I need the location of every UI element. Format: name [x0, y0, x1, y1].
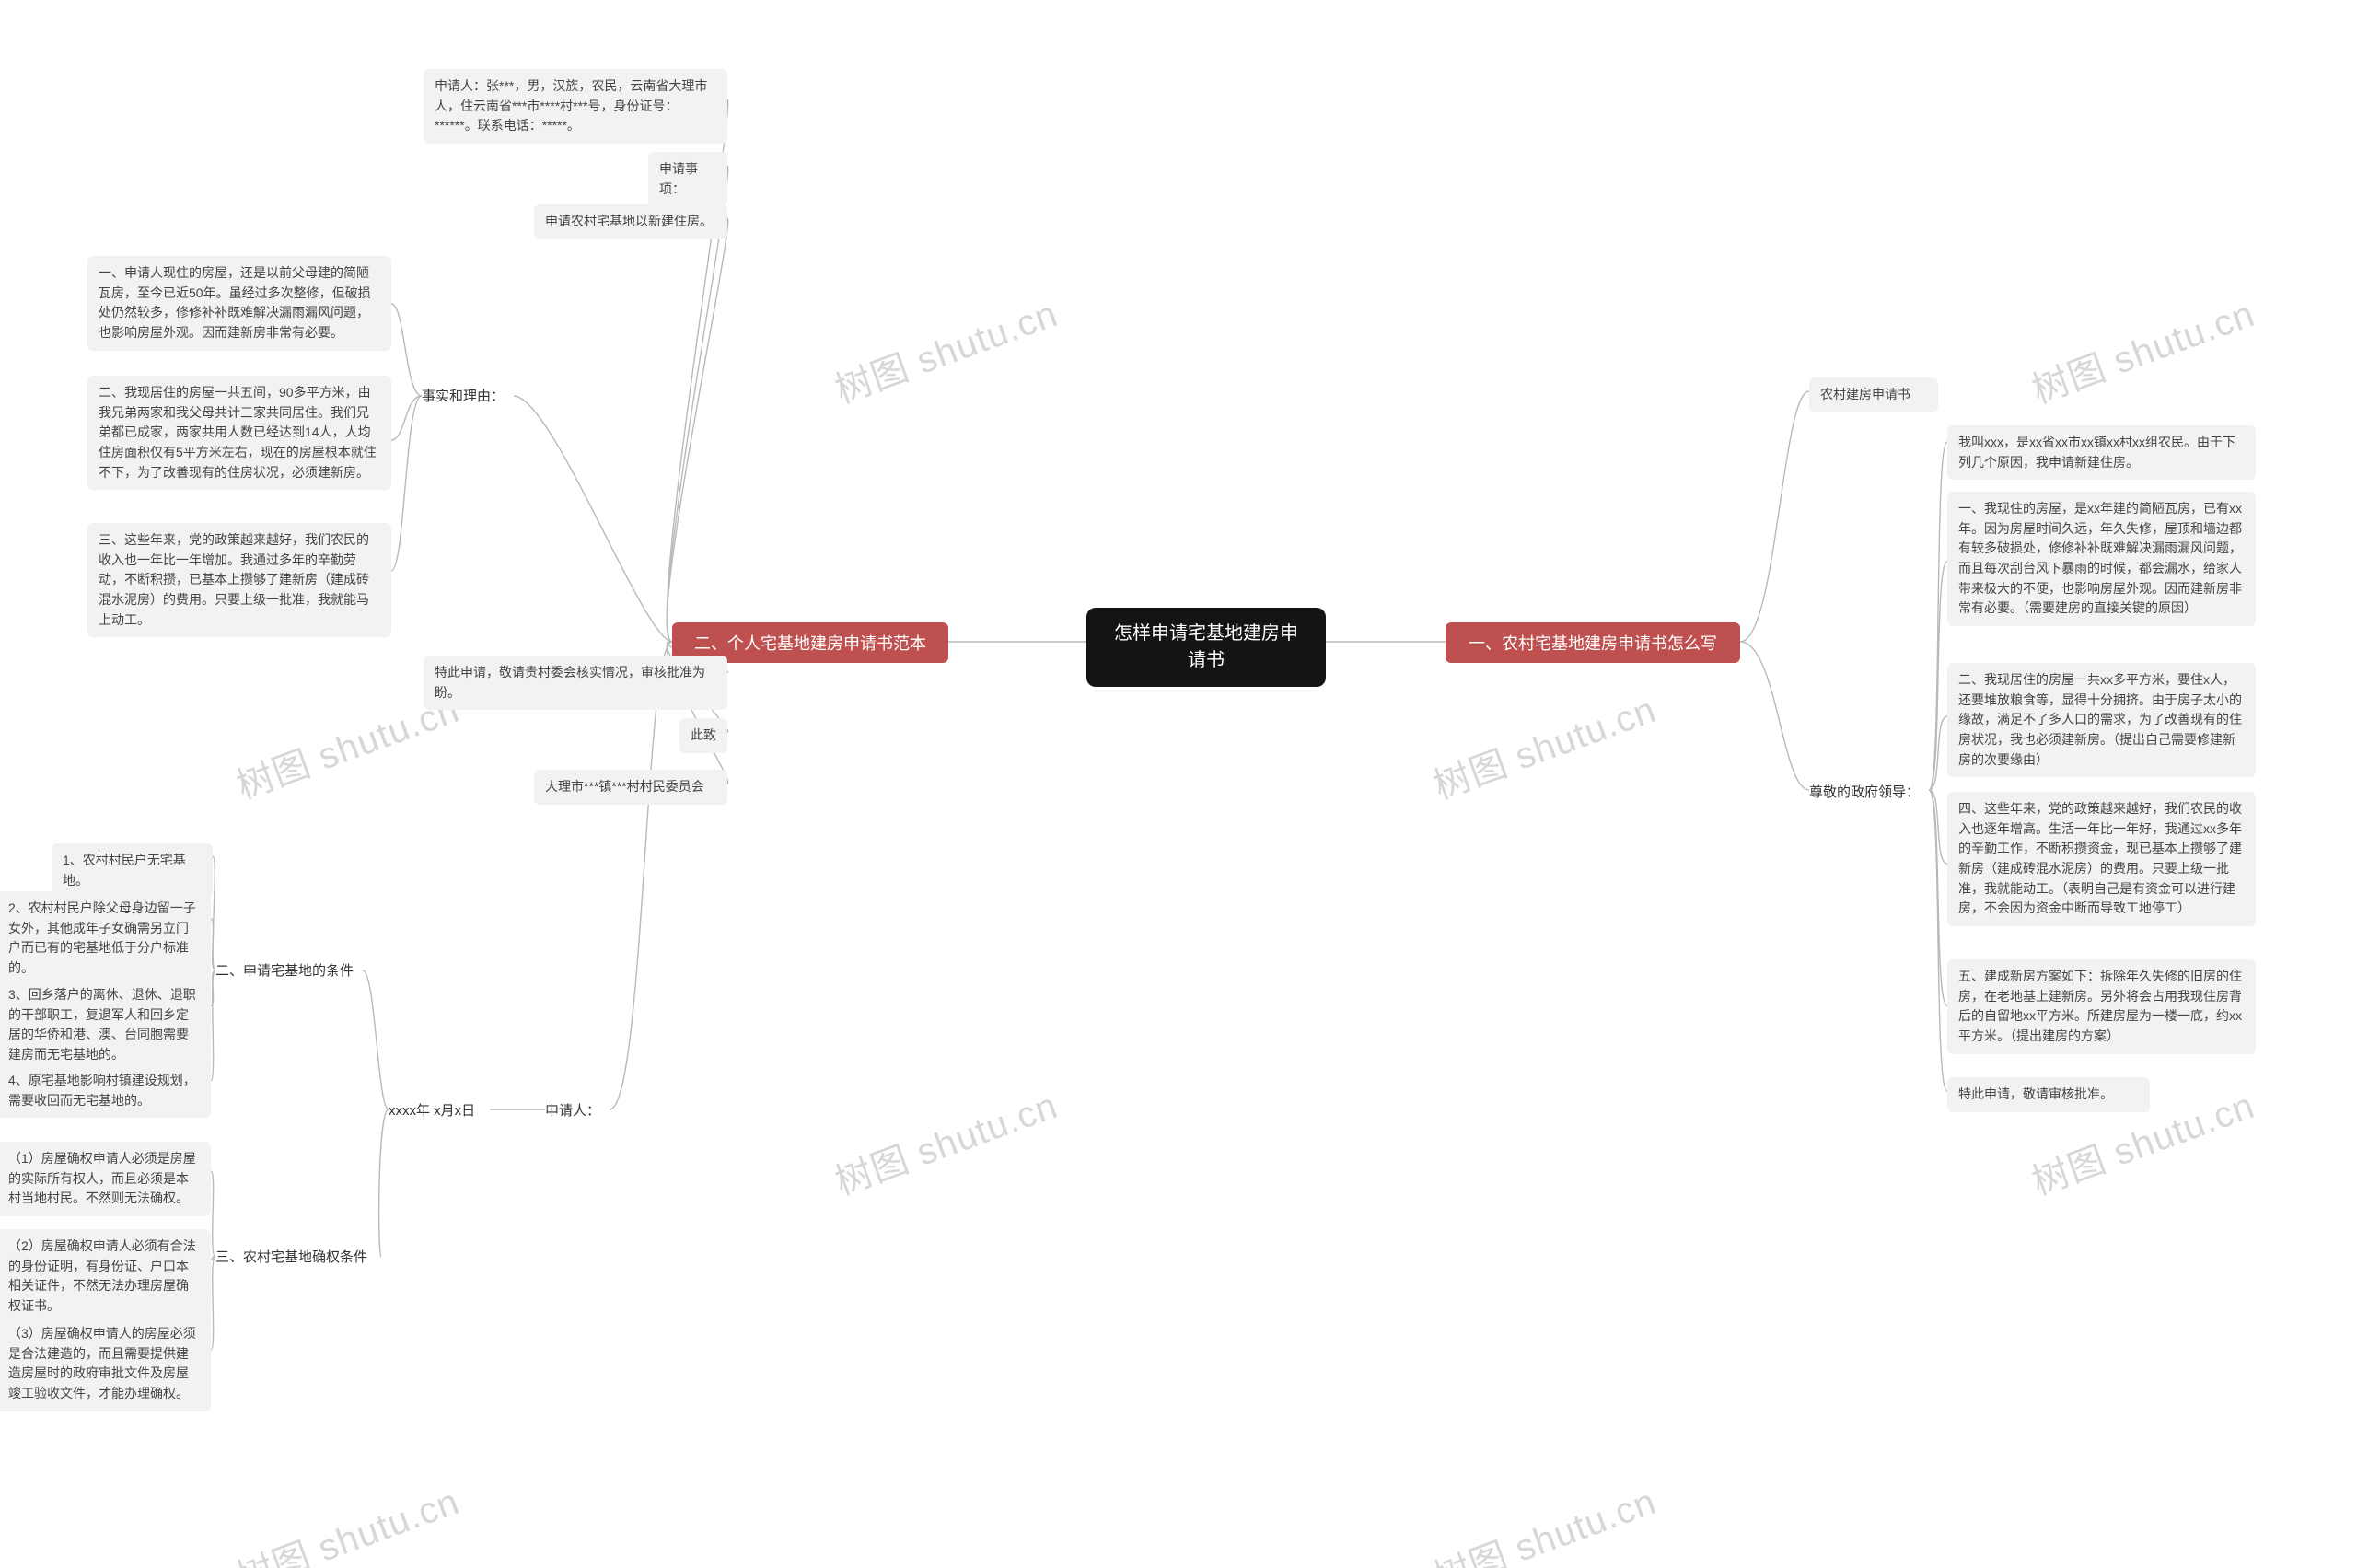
leaf-node: （1）房屋确权申请人必须是房屋的实际所有权人，而且必须是本村当地村民。不然则无法…	[0, 1142, 211, 1216]
leaf-node: 一、申请人现住的房屋，还是以前父母建的简陋瓦房，至今已近50年。虽经过多次整修，…	[87, 256, 391, 351]
sub-label: 事实和理由：	[422, 387, 514, 406]
leaf-node: 二、我现居住的房屋一共xx多平方米，要住x人，还要堆放粮食等，显得十分拥挤。由于…	[1947, 663, 2256, 777]
sub-label: 二、申请宅基地的条件	[215, 961, 363, 981]
leaf-node: 四、这些年来，党的政策越来越好，我们农民的收入也逐年增高。生活一年比一年好，我通…	[1947, 792, 2256, 926]
leaf-node: 此致	[679, 718, 727, 753]
sub-label: 尊敬的政府领导：	[1809, 783, 1929, 802]
leaf-node: 1、农村村民户无宅基地。	[52, 843, 213, 898]
leaf-node: 五、建成新房方案如下：拆除年久失修的旧房的住房，在老地基上建新房。另外将会占用我…	[1947, 959, 2256, 1054]
leaf-node: 特此申请，敬请贵村委会核实情况，审核批准为盼。	[424, 656, 727, 710]
leaf-node: 申请农村宅基地以新建住房。	[534, 204, 727, 239]
leaf-node: 三、这些年来，党的政策越来越好，我们农民的收入也一年比一年增加。我通过多年的辛勤…	[87, 523, 391, 637]
branch-right-1: 一、农村宅基地建房申请书怎么写	[1446, 622, 1740, 663]
leaf-node: 申请事项：	[648, 152, 727, 206]
leaf-node: 二、我现居住的房屋一共五间，90多平方米，由我兄弟两家和我父母共计三家共同居住。…	[87, 376, 391, 490]
watermark-text: 树图 shutu.cn	[2024, 284, 2261, 413]
leaf-node: 3、回乡落户的离休、退休、退职的干部职工，复退军人和回乡定居的华侨和港、澳、台同…	[0, 978, 211, 1073]
leaf-node: （2）房屋确权申请人必须有合法的身份证明，有身份证、户口本相关证件，不然无法办理…	[0, 1229, 211, 1324]
watermark-text: 树图 shutu.cn	[1425, 1471, 1663, 1568]
leaf-node: 2、农村村民户除父母身边留一子女外，其他成年子女确需另立门户而已有的宅基地低于分…	[0, 891, 211, 986]
sub-label: 申请人：	[545, 1101, 610, 1121]
sub-label: 三、农村宅基地确权条件	[215, 1248, 381, 1267]
leaf-node: 4、原宅基地影响村镇建设规划，需要收回而无宅基地的。	[0, 1063, 211, 1118]
leaf-node: 一、我现住的房屋，是xx年建的简陋瓦房，已有xx年。因为房屋时间久远，年久失修，…	[1947, 492, 2256, 626]
leaf-node: 我叫xxx，是xx省xx市xx镇xx村xx组农民。由于下列几个原因，我申请新建住…	[1947, 425, 2256, 480]
leaf-node: 申请人：张***，男，汉族，农民，云南省大理市人，住云南省***市****村**…	[424, 69, 727, 144]
watermark-text: 树图 shutu.cn	[228, 1471, 466, 1568]
connector-layer	[0, 0, 2357, 1568]
mindmap-root: 怎样申请宅基地建房申请书	[1086, 608, 1326, 687]
sub-label: xxxx年 x月x日	[389, 1101, 490, 1121]
watermark-text: 树图 shutu.cn	[827, 284, 1064, 413]
leaf-node: 大理市***镇***村村民委员会	[534, 770, 727, 805]
leaf-node: 特此申请，敬请审核批准。	[1947, 1077, 2150, 1112]
leaf-node: （3）房屋确权申请人的房屋必须是合法建造的，而且需要提供建造房屋时的政府审批文件…	[0, 1317, 211, 1411]
watermark-text: 树图 shutu.cn	[827, 1075, 1064, 1205]
watermark-text: 树图 shutu.cn	[1425, 679, 1663, 809]
leaf-node: 农村建房申请书	[1809, 377, 1938, 412]
